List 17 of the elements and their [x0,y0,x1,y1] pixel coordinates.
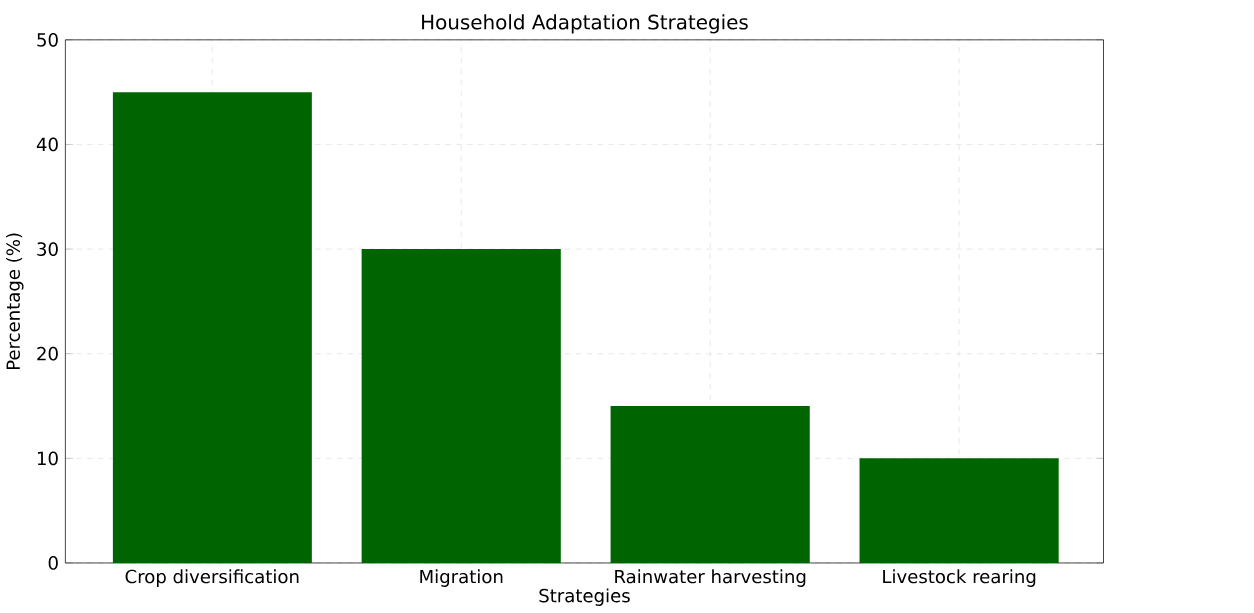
y-tick-label: 0 [48,556,58,570]
x-tick-label: Crop diversification [125,569,299,588]
bar [610,406,810,564]
chart-title: Household Adaptation Strategies [422,14,748,34]
y-tick-label: 40 [36,137,58,152]
y-tick-label: 10 [37,451,58,466]
y-tick-label: 20 [37,346,58,361]
x-tick-label: Livestock rearing [883,569,1036,588]
y-tick-label: 30 [37,242,58,257]
y-tick-label: 50 [37,33,58,47]
x-tick-label: Rainwater harvesting [615,569,806,588]
bar [361,249,561,564]
bar [859,458,1059,564]
x-tick-label: Migration [420,569,503,588]
x-axis-title: Strategies [539,588,630,607]
bar [112,92,312,564]
y-axis-title: Percentage (%) [6,233,24,370]
